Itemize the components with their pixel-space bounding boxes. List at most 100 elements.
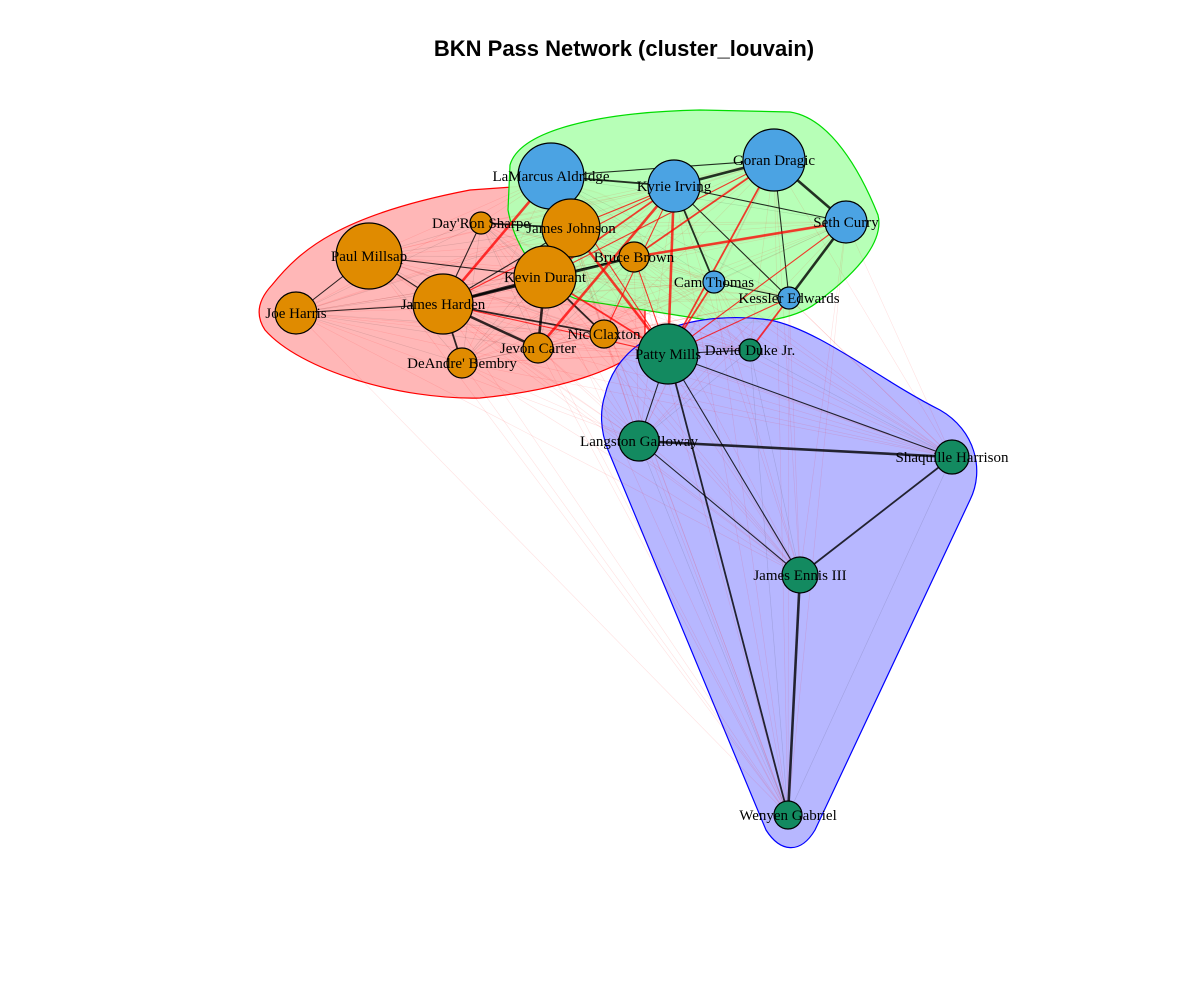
- faint-edge: [461, 362, 640, 442]
- node-label: Langston Galloway: [580, 434, 698, 450]
- node-label: James Harden: [401, 297, 486, 313]
- faint-edge: [480, 221, 847, 224]
- node-label: Goran Dragic: [733, 153, 815, 169]
- node-bruce-brown[interactable]: Bruce Brown: [594, 241, 675, 273]
- faint-edge: [638, 159, 775, 442]
- faint-edge: [673, 185, 801, 576]
- faint-edge: [633, 256, 751, 351]
- node-label: Nic Claxton: [568, 327, 641, 343]
- node-label: Cam Thomas: [674, 275, 754, 291]
- faint-edge: [461, 175, 552, 364]
- node-circle: [469, 211, 493, 235]
- node-deandre-bembry[interactable]: DeAndre' Bembry: [407, 347, 517, 379]
- node-day-ron-sharpe[interactable]: Day'Ron Sharpe: [432, 211, 530, 235]
- node-circle: [274, 291, 318, 335]
- faint-edge: [537, 281, 715, 349]
- node-layer: LaMarcus Aldridge Kyrie Irving Goran Dragi…: [265, 128, 1009, 830]
- node-circle: [742, 128, 806, 192]
- faint-edge: [749, 159, 775, 351]
- faint-edge: [713, 281, 751, 351]
- edge-patty-mills-to-james-ennis-iii: [667, 353, 801, 576]
- faint-edge: [461, 362, 789, 816]
- faint-edge: [295, 185, 675, 314]
- faint-edge: [480, 222, 640, 442]
- node-circle: [647, 159, 701, 213]
- node-lamarcus-aldridge[interactable]: LaMarcus Aldridge: [492, 142, 610, 210]
- faint-edge: [713, 281, 953, 458]
- faint-edge: [773, 159, 953, 458]
- faint-edge: [673, 185, 751, 351]
- edge-patty-mills-to-shaquille-harrison: [667, 353, 953, 458]
- faint-edge: [442, 303, 640, 442]
- faint-edge: [537, 347, 789, 816]
- node-circle: [773, 800, 803, 830]
- node-jevon-carter[interactable]: Jevon Carter: [500, 332, 576, 364]
- faint-edge: [368, 185, 675, 257]
- edge-wenyen-gabriel-to-patty-mills: [667, 353, 789, 816]
- node-label: Shaquille Harrison: [896, 450, 1009, 466]
- node-paul-millsap[interactable]: Paul Millsap: [331, 222, 407, 290]
- node-james-harden[interactable]: James Harden: [401, 273, 486, 335]
- node-circle: [934, 439, 970, 475]
- faint-edge: [461, 362, 953, 458]
- faint-edge: [537, 297, 790, 349]
- faint-edge: [461, 281, 715, 364]
- node-label: DeAndre' Bembry: [407, 356, 517, 372]
- faint-edge: [787, 221, 847, 816]
- edge-james-ennis-iii-to-shaquille-harrison: [799, 456, 953, 576]
- node-nic-claxton[interactable]: Nic Claxton: [568, 319, 641, 349]
- edge-bruce-brown-to-seth-curry: [633, 220, 847, 259]
- node-cam-thomas[interactable]: Cam Thomas: [674, 270, 754, 294]
- node-label: Seth Curry: [813, 215, 879, 231]
- faint-edge: [603, 221, 847, 335]
- faint-edge: [368, 255, 635, 258]
- faint-edge: [295, 175, 552, 314]
- faint-edge: [544, 276, 751, 351]
- node-langston-galloway[interactable]: Langston Galloway: [580, 420, 698, 462]
- faint-edge: [442, 303, 789, 816]
- faint-edge: [295, 312, 801, 576]
- node-james-johnson[interactable]: James Johnson: [526, 198, 616, 258]
- node-shaquille-harrison[interactable]: Shaquille Harrison: [896, 439, 1009, 475]
- node-goran-dragic[interactable]: Goran Dragic: [733, 128, 815, 192]
- faint-edge: [633, 256, 801, 576]
- node-wenyen-gabriel[interactable]: Wenyen Gabriel: [739, 800, 837, 830]
- node-patty-mills[interactable]: Patty Mills: [635, 323, 701, 385]
- faint-edge: [603, 297, 790, 335]
- node-kessler-edwards[interactable]: Kessler Edwards: [738, 286, 840, 310]
- node-james-ennis-iii[interactable]: James Ennis III: [753, 556, 847, 594]
- node-label: James Ennis III: [753, 568, 846, 584]
- node-label: Kevin Durant: [504, 270, 587, 286]
- node-circle: [738, 338, 762, 362]
- faint-edge: [544, 276, 953, 458]
- faint-edge: [368, 227, 572, 257]
- faint-edge: [713, 281, 801, 576]
- faint-edge: [544, 276, 789, 816]
- node-label: Jevon Carter: [500, 341, 576, 357]
- faint-edge: [633, 256, 953, 458]
- faint-edge: [749, 349, 801, 576]
- node-circle: [446, 347, 478, 379]
- edge-james-ennis-iii-to-langston-galloway: [638, 440, 801, 576]
- faint-edge: [368, 255, 789, 816]
- edge-kyrie-irving-to-seth-curry: [673, 185, 847, 223]
- node-joe-harris[interactable]: Joe Harris: [265, 291, 327, 335]
- faint-edge: [544, 276, 801, 576]
- faint-edge: [749, 349, 953, 458]
- faint-edge: [638, 349, 751, 442]
- node-kyrie-irving[interactable]: Kyrie Irving: [637, 159, 712, 213]
- node-david-duke-jr[interactable]: David Duke Jr.: [705, 338, 795, 362]
- node-circle: [522, 332, 554, 364]
- faint-edge: [570, 227, 801, 576]
- node-label: James Johnson: [526, 221, 616, 237]
- faint-edge: [442, 281, 715, 305]
- node-seth-curry[interactable]: Seth Curry: [813, 200, 879, 244]
- faint-edge: [368, 255, 605, 335]
- node-label: Day'Ron Sharpe: [432, 216, 530, 232]
- faint-edge: [550, 175, 789, 816]
- faint-edge: [713, 281, 789, 816]
- node-kevin-durant[interactable]: Kevin Durant: [504, 245, 587, 309]
- faint-edge: [442, 297, 790, 305]
- faint-edge: [749, 349, 789, 816]
- node-circle: [781, 556, 819, 594]
